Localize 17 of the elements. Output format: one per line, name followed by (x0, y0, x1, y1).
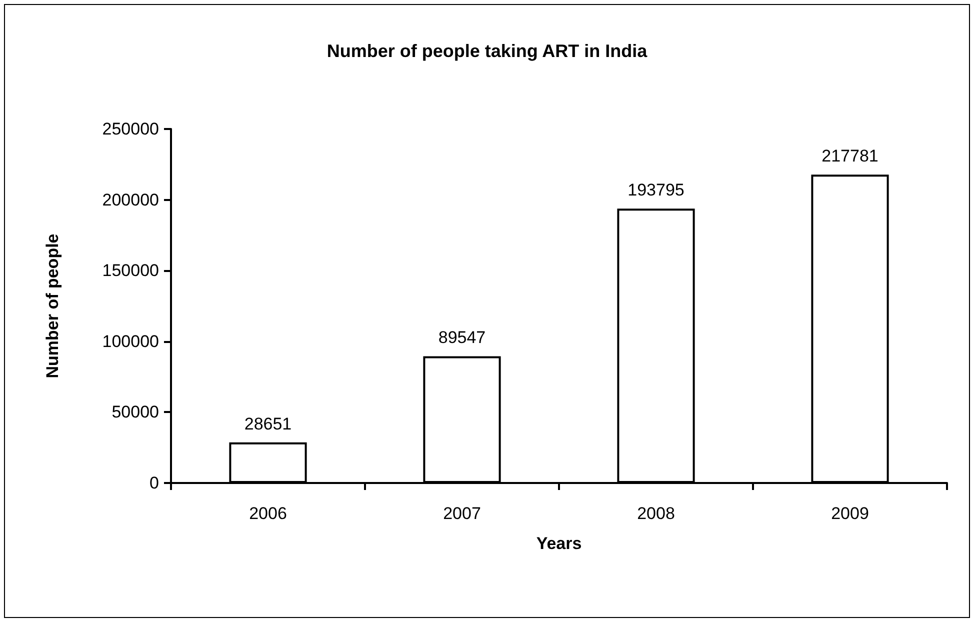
chart-title: Number of people taking ART in India (326, 41, 648, 61)
x-tick-label: 2007 (443, 504, 481, 523)
x-tick-label: 2006 (249, 504, 287, 523)
y-tick-label: 250000 (102, 120, 159, 138)
data-label: 28651 (244, 414, 292, 434)
x-tick-label: 2009 (831, 504, 869, 523)
y-axis-title: Number of people (43, 234, 62, 378)
data-label: 193795 (628, 180, 684, 200)
y-tick-label: 0 (150, 474, 159, 492)
x-axis-title: Years (536, 534, 582, 553)
y-tick-label: 150000 (102, 261, 159, 280)
x-tick-label: 2008 (637, 504, 675, 523)
y-tick-label: 100000 (102, 332, 159, 351)
data-label: 89547 (438, 328, 486, 348)
data-label: 217781 (822, 146, 878, 166)
y-tick-label: 200000 (102, 190, 159, 210)
y-tick-label: 50000 (112, 402, 159, 422)
